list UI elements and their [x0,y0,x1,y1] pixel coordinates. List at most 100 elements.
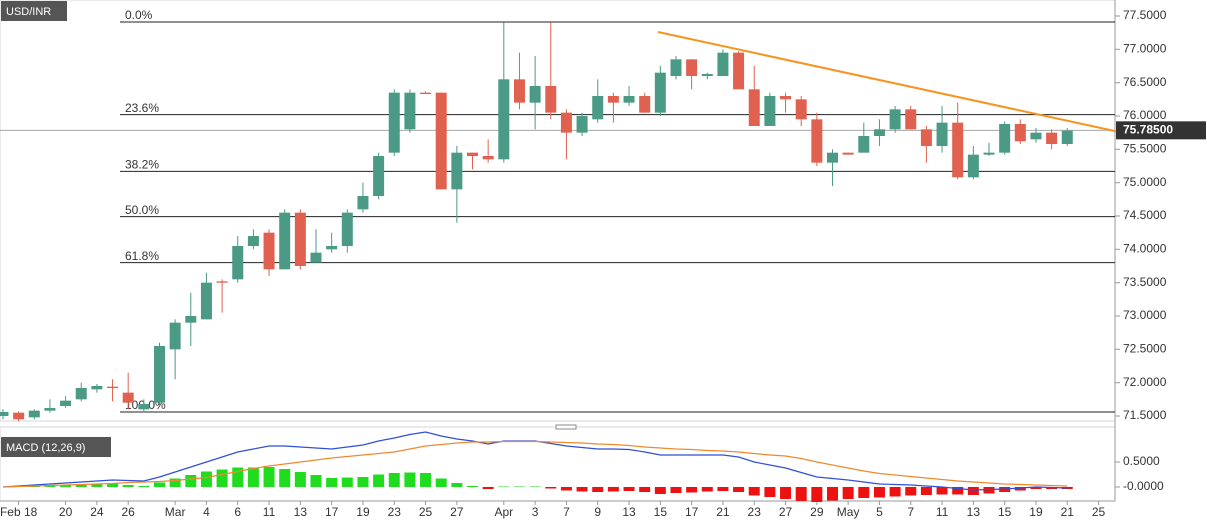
histogram-bar [576,487,588,492]
histogram-bar [200,471,212,487]
macd-panel [0,426,1116,502]
candle-body [404,92,416,130]
histogram-bar [107,483,119,487]
candle-body [795,99,807,120]
candle-body [623,96,635,103]
histogram-bar [91,484,103,487]
last-price-box [1116,121,1206,140]
y-tick-label: 71.5000 [1123,408,1167,422]
candle-body [686,59,698,76]
candle-body [545,86,557,113]
candle-body [654,72,666,113]
candle-body [1061,130,1073,144]
candle-body [858,136,870,153]
candle-body [232,246,244,280]
candle-body [341,212,353,246]
x-tick-label: 29 [810,505,824,519]
x-tick-label: 25 [1092,505,1106,519]
candle-body [185,316,197,323]
histogram-bar [717,487,729,491]
x-tick-label: 3 [532,505,539,519]
fib-label: 38.2% [125,158,159,172]
candle-body [873,129,885,136]
y-tick-label: 77.5000 [1123,8,1167,22]
candle-body [169,322,181,350]
y-tick-label: 76.0000 [1123,108,1167,122]
candle-body [811,119,823,163]
y-tick-label: 77.0000 [1123,42,1167,56]
candle-body [107,386,119,388]
candle-body [780,96,792,100]
histogram-bar [435,478,447,487]
candle-body [435,92,447,190]
x-tick-label: 27 [779,505,793,519]
histogram-bar [75,484,87,487]
candle-body [482,156,494,160]
trendline [657,31,1143,138]
histogram-bar [60,485,72,487]
candle-body [905,109,917,130]
y-tick-label: 0.5000 [1123,454,1160,468]
x-tick-label: 15 [654,505,668,519]
histogram-bar [936,487,948,495]
candle-body [1046,132,1058,144]
histogram-bar [560,487,572,491]
candle-body [952,122,964,178]
x-tick-label: 13 [622,505,636,519]
candle-body [670,59,682,76]
candle-body [764,96,776,126]
candle-body [889,109,901,130]
resize-handle[interactable] [555,424,577,430]
macd-box [1,437,111,457]
last-price-label: 75.78500 [1123,123,1173,137]
histogram-bar [748,487,760,496]
y-tick-label: -0.0000 [1123,479,1164,493]
histogram-bar [513,486,525,487]
candle-body [936,122,948,146]
histogram-bar [826,487,838,501]
candle-body [75,388,87,400]
candle-body [1030,132,1042,140]
histogram-bar [263,467,275,487]
y-tick-label: 74.5000 [1123,208,1167,222]
histogram-bar [607,487,619,492]
histogram-bar [404,472,416,487]
y-tick-label: 73.5000 [1123,275,1167,289]
x-tick-label: 20 [59,505,73,519]
y-tick-label: 76.5000 [1123,75,1167,89]
x-tick-label: 11 [263,505,276,519]
macd-label: MACD (12,26,9) [6,442,85,454]
histogram-bar [701,487,713,492]
candle-body [247,236,259,246]
histogram-bar [733,487,745,492]
histogram-bar [873,487,885,498]
histogram-bar [967,487,979,495]
x-tick-label: 13 [967,505,981,519]
candle-body [28,410,40,418]
fib-label: 23.6% [125,101,159,115]
histogram-bar [294,472,306,487]
x-tick-label: 7 [907,505,914,519]
candle-body [999,124,1011,153]
candle-body [279,212,291,270]
histogram-bar [388,473,400,487]
histogram-bar [122,485,134,487]
symbol-label: USD/INR [6,6,51,18]
candle-body [1014,124,1026,142]
histogram-bar [451,483,463,487]
candle-body [826,152,838,163]
histogram-bar [686,487,698,493]
histogram-bar [889,487,901,497]
x-tick-label: 23 [388,505,402,519]
histogram-bar [420,473,432,487]
histogram-bar [545,487,557,489]
x-tick-label: 11 [936,505,949,519]
histogram-bar [310,475,322,487]
candle-body [138,404,150,410]
histogram-bar [905,487,917,496]
x-tick-label: Mar [165,505,186,519]
histogram-bar [952,487,964,495]
candle-body [263,232,275,270]
symbol-box [1,1,67,21]
y-tick-label: 72.0000 [1123,375,1167,389]
